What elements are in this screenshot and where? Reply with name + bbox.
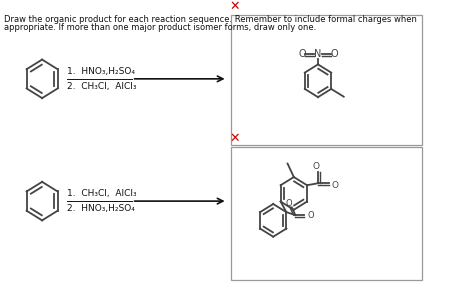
- Text: 2.  CH₃Cl,  AlCl₃: 2. CH₃Cl, AlCl₃: [67, 82, 137, 91]
- Text: 2.  HNO₃,H₂SO₄: 2. HNO₃,H₂SO₄: [67, 204, 135, 213]
- Text: 1.  CH₃Cl,  AlCl₃: 1. CH₃Cl, AlCl₃: [67, 189, 137, 198]
- Text: appropriate. If more than one major product isomer forms, draw only one.: appropriate. If more than one major prod…: [4, 23, 317, 32]
- Text: ✕: ✕: [229, 132, 240, 145]
- Text: Draw the organic product for each reaction sequence. Remember to include formal : Draw the organic product for each reacti…: [4, 15, 417, 24]
- Text: O: O: [312, 162, 319, 171]
- Text: O: O: [307, 211, 314, 220]
- Bar: [231, 147, 422, 280]
- Text: ✕: ✕: [229, 0, 240, 14]
- Text: O: O: [331, 181, 338, 190]
- Text: N: N: [314, 49, 322, 59]
- Text: O: O: [298, 49, 306, 59]
- Text: 1.  HNO₃,H₂SO₄: 1. HNO₃,H₂SO₄: [67, 67, 135, 76]
- Text: O: O: [286, 199, 292, 208]
- Bar: [231, 15, 422, 145]
- Text: O: O: [330, 49, 338, 59]
